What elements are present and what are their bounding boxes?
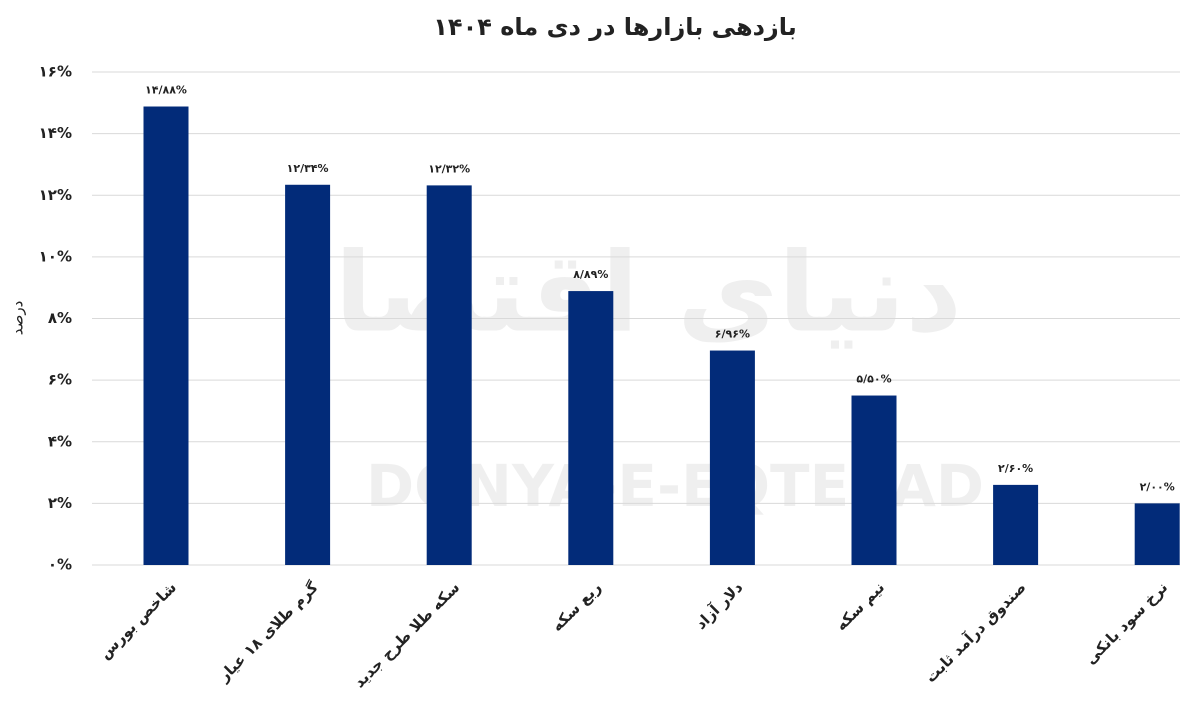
value-label: ۵/۵۰% xyxy=(856,373,891,386)
value-label: ۱۲/۳۲% xyxy=(428,162,470,175)
bar xyxy=(568,291,614,565)
y-tick-label: ۱۲% xyxy=(39,186,72,204)
x-tick-label: صندوق درآمد ثابت xyxy=(922,578,1030,686)
x-tick-label: دلار آزاد xyxy=(692,578,747,633)
chart-title: بازدهی بازارها در دی ماه ۱۴۰۴ xyxy=(433,13,796,41)
y-tick-label: ۸% xyxy=(48,309,72,327)
y-axis-title: درصد xyxy=(9,301,27,336)
x-tick-label: ربع سکه xyxy=(548,578,605,635)
y-tick-label: ۱۴% xyxy=(39,124,72,142)
y-tick-label: ۲% xyxy=(48,494,72,512)
y-tick-label: ۱۰% xyxy=(39,247,72,265)
y-tick-label: ۱۶% xyxy=(39,63,72,81)
bar xyxy=(993,484,1039,565)
bar xyxy=(426,185,472,565)
value-label: ۶/۹۶% xyxy=(715,328,750,341)
x-tick-label: گرم طلای ۱۸ عیار xyxy=(214,578,322,686)
x-tick-label: نرخ سود بانکی xyxy=(1081,578,1171,668)
bar xyxy=(851,395,897,565)
bar xyxy=(709,350,755,565)
y-tick-label: ۰% xyxy=(48,556,72,574)
value-label: ۱۲/۳۴% xyxy=(287,162,329,175)
bar xyxy=(1134,503,1180,565)
x-tick-label: سکه طلا طرح جدید xyxy=(350,578,463,691)
value-label: ۸/۸۹% xyxy=(573,268,608,281)
value-label: ۲/۶۰% xyxy=(998,462,1033,475)
bar xyxy=(143,106,189,565)
value-label: ۱۴/۸۸% xyxy=(145,84,187,97)
y-tick-label: ۶% xyxy=(48,371,72,389)
bar xyxy=(285,184,331,565)
x-tick-label: شاخص بورس xyxy=(96,578,180,662)
x-tick-label: نیم سکه xyxy=(832,578,888,634)
watermark: دنیای اقتصاد xyxy=(278,228,962,356)
y-tick-label: ۴% xyxy=(48,432,72,450)
value-label: ۲/۰۰% xyxy=(1140,480,1175,493)
